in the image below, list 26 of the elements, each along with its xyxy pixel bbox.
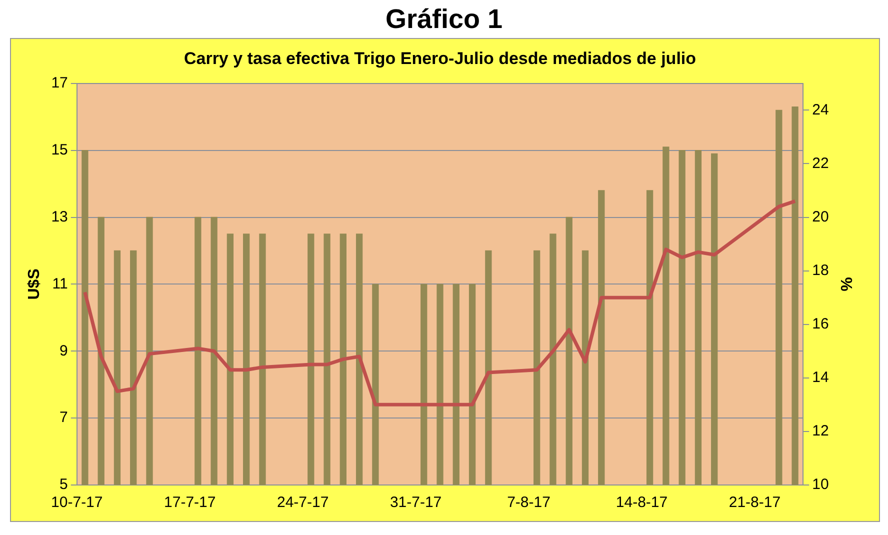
y-tick-label: 13 <box>51 208 68 226</box>
x-tick-label: 21-8-17 <box>728 494 781 512</box>
y2-tick-label: 12 <box>812 422 829 440</box>
y2-tick-label: 22 <box>812 154 829 172</box>
x-tick-label: 7-8-17 <box>507 494 550 512</box>
x-tick-label: 10-7-17 <box>51 494 103 512</box>
x-tick-label: 24-7-17 <box>276 494 329 512</box>
x-tick-label: 14-8-17 <box>616 494 668 512</box>
y2-tick-label: 14 <box>812 369 829 386</box>
y-tick-label: 11 <box>52 275 68 292</box>
y2-axis-title: % <box>836 277 854 292</box>
y2-tick-label: 10 <box>812 476 829 494</box>
y2-tick-label: 16 <box>812 316 829 332</box>
y-tick-label: 7 <box>60 409 68 426</box>
y-tick-label: 15 <box>51 141 68 158</box>
y2-tick-label: 20 <box>812 208 829 226</box>
y-tick-label: 17 <box>51 74 68 92</box>
chart-subtitle: Carry y tasa efectiva Trigo Enero-Julio desde mediados de julio <box>184 48 696 68</box>
y-axis-title: U$S <box>26 268 44 300</box>
y-tick-label: 9 <box>60 342 68 360</box>
x-tick-label: 31-7-17 <box>390 494 442 512</box>
x-tick-label: 17-7-17 <box>164 494 216 512</box>
y2-tick-label: 24 <box>812 101 829 118</box>
y-tick-label: 5 <box>60 476 68 494</box>
y2-tick-label: 18 <box>812 262 829 279</box>
chart-title: Gráfico 1 <box>384 3 504 36</box>
